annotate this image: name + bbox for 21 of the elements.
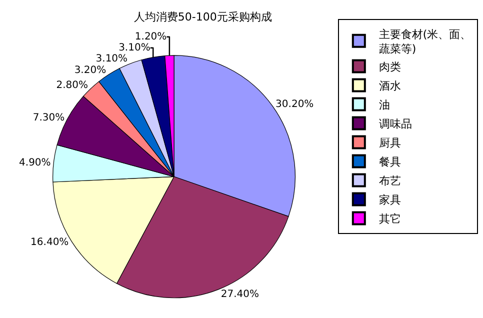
legend-label: 肉类	[378, 60, 401, 74]
legend-label: 餐具	[378, 155, 401, 168]
data-label: 3.10%	[118, 42, 150, 54]
data-label: 4.90%	[19, 158, 51, 169]
legend-label: 厨具	[378, 136, 401, 150]
data-label: 16.40%	[30, 237, 69, 248]
data-label: 27.40%	[220, 288, 259, 300]
data-label: 30.20%	[276, 99, 314, 110]
data-label: 2.80%	[56, 80, 88, 92]
legend-label: 调味品	[378, 117, 412, 130]
data-label: 1.20%	[134, 31, 167, 42]
chart-title: 人均消费50-100元采购构成	[134, 10, 272, 24]
data-label: 3.10%	[96, 53, 128, 64]
data-label: 3.20%	[74, 65, 106, 76]
legend-label: 布艺	[378, 174, 401, 188]
legend-label: 其它	[378, 212, 401, 226]
legend-label: 家具	[378, 193, 401, 206]
legend-label: 主要食材(米、面、蔬菜等)	[378, 28, 472, 56]
legend-label: 油	[378, 98, 390, 112]
data-label: 7.30%	[32, 112, 65, 124]
legend-label: 酒水	[378, 79, 401, 92]
